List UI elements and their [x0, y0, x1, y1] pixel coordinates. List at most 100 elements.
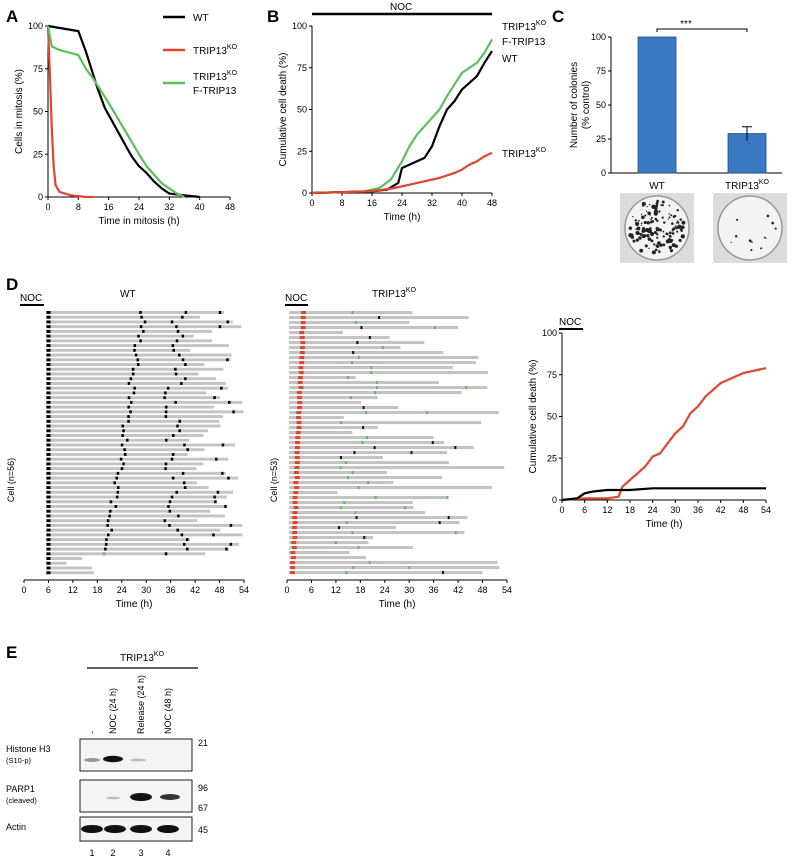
- cell-track: [289, 431, 353, 435]
- event-mark: [408, 566, 411, 570]
- mitosis-mark: [300, 326, 306, 330]
- mitosis-mark: [46, 462, 51, 466]
- mitosis-mark: [130, 400, 133, 404]
- mitosis-mark: [300, 316, 306, 320]
- colony-dot: [751, 241, 753, 243]
- c-y-tick-label: 25: [596, 134, 606, 144]
- mitosis-mark: [181, 334, 185, 338]
- d-wt-cell-label: Cell (n=56): [6, 458, 16, 502]
- timeline-x-tick-label: 42: [453, 585, 463, 595]
- mitosis-mark: [293, 491, 299, 495]
- cell-track: [289, 376, 356, 380]
- lane-number-3: 3: [138, 848, 143, 858]
- mitosis-mark: [132, 391, 136, 395]
- event-mark: [334, 541, 337, 545]
- label-b-rescue-2: F-TRIP13: [502, 37, 546, 48]
- event-mark: [357, 356, 360, 360]
- mitosis-mark: [299, 331, 305, 335]
- cell-track: [46, 386, 228, 390]
- cell-track: [289, 556, 366, 560]
- mitosis-mark: [105, 538, 108, 542]
- chart-d-right: 0 6 12 18 24 30 36 42 48 54 0 25 50 75 100 Time (h) Cumu…: [528, 328, 771, 530]
- event-mark: [454, 446, 457, 450]
- cell-track: [289, 546, 414, 550]
- B-x-tick-label: 16: [367, 198, 377, 208]
- colony-dot: [651, 250, 656, 255]
- mitosis-mark: [182, 481, 186, 485]
- event-mark: [431, 441, 434, 445]
- mitosis-mark: [108, 514, 111, 518]
- mitosis-mark: [292, 531, 298, 535]
- cell-track: [289, 451, 448, 455]
- mitosis-mark: [46, 500, 51, 504]
- colony-dot: [630, 233, 633, 236]
- D-right-y-tick-label: 0: [552, 495, 557, 505]
- mitosis-mark: [46, 547, 51, 551]
- A-y-tick-label: 75: [33, 64, 43, 74]
- event-mark: [347, 376, 350, 380]
- mitosis-mark: [46, 528, 51, 532]
- B-x-tick-label: 8: [339, 198, 344, 208]
- mitosis-mark: [46, 391, 51, 395]
- lane-number-1: 1: [89, 848, 94, 858]
- event-mark: [347, 476, 350, 480]
- chart-a: 0 8 16 24 32 40 48 0 25 50 75 100 Time in mitosis (h…: [14, 21, 235, 227]
- colony-dot: [648, 247, 650, 250]
- mitosis-mark: [298, 386, 304, 390]
- mitosis-mark: [133, 386, 136, 390]
- cell-track: [46, 462, 204, 466]
- mitosis-mark: [127, 405, 130, 409]
- mitosis-mark: [142, 329, 145, 333]
- cell-track: [46, 438, 190, 442]
- c-y-label: Number of colonies: [569, 62, 580, 148]
- colony-dot: [748, 239, 752, 243]
- colony-dot: [734, 235, 738, 238]
- cell-track: [289, 481, 394, 485]
- B-y-label: Cumulative cell death (%): [278, 53, 289, 167]
- mitosis-mark: [46, 315, 51, 319]
- colony-dot: [634, 221, 640, 226]
- mitosis-mark: [221, 471, 224, 475]
- mitosis-mark: [294, 456, 300, 460]
- d-ko-title: TRIP13KO: [372, 287, 417, 300]
- mitosis-mark: [46, 320, 51, 324]
- mitosis-mark: [168, 523, 171, 527]
- event-mark: [368, 561, 371, 565]
- mitosis-mark: [164, 415, 168, 419]
- mitosis-mark: [127, 415, 130, 419]
- mitosis-mark: [175, 490, 178, 494]
- mitosis-mark: [181, 358, 185, 362]
- c-y-tick-label: 50: [596, 100, 606, 110]
- mitosis-mark: [46, 400, 51, 404]
- event-mark: [410, 451, 413, 455]
- event-mark: [434, 326, 437, 330]
- colony-dot: [675, 222, 678, 224]
- mitosis-mark: [133, 348, 136, 352]
- colony-dot: [645, 210, 648, 213]
- D-right-x-tick-label: 54: [761, 505, 771, 515]
- timeline-x-tick-label: 30: [141, 585, 151, 595]
- colony-dot: [669, 249, 674, 253]
- B-y-tick-label: 75: [297, 63, 307, 73]
- mitosis-mark: [133, 344, 137, 348]
- mitosis-mark: [134, 353, 138, 357]
- colony-dot: [750, 248, 753, 252]
- colony-dot: [638, 236, 642, 240]
- mitosis-mark: [46, 571, 51, 575]
- cell-track: [289, 416, 344, 420]
- mitosis-mark: [110, 528, 113, 532]
- event-mark: [352, 351, 355, 355]
- colony-dot: [658, 250, 661, 254]
- cell-track: [289, 571, 483, 575]
- mitosis-mark: [185, 538, 189, 542]
- B-y-tick-label: 25: [297, 146, 307, 156]
- event-mark: [378, 316, 381, 320]
- colony-dot: [679, 239, 682, 242]
- mitosis-mark: [122, 462, 125, 466]
- B-y-tick-label: 0: [302, 188, 307, 198]
- mitosis-mark: [164, 552, 168, 556]
- mitosis-mark: [290, 551, 296, 555]
- colony-dot: [670, 238, 674, 242]
- colony-dot: [677, 221, 680, 224]
- mitosis-mark: [46, 348, 51, 352]
